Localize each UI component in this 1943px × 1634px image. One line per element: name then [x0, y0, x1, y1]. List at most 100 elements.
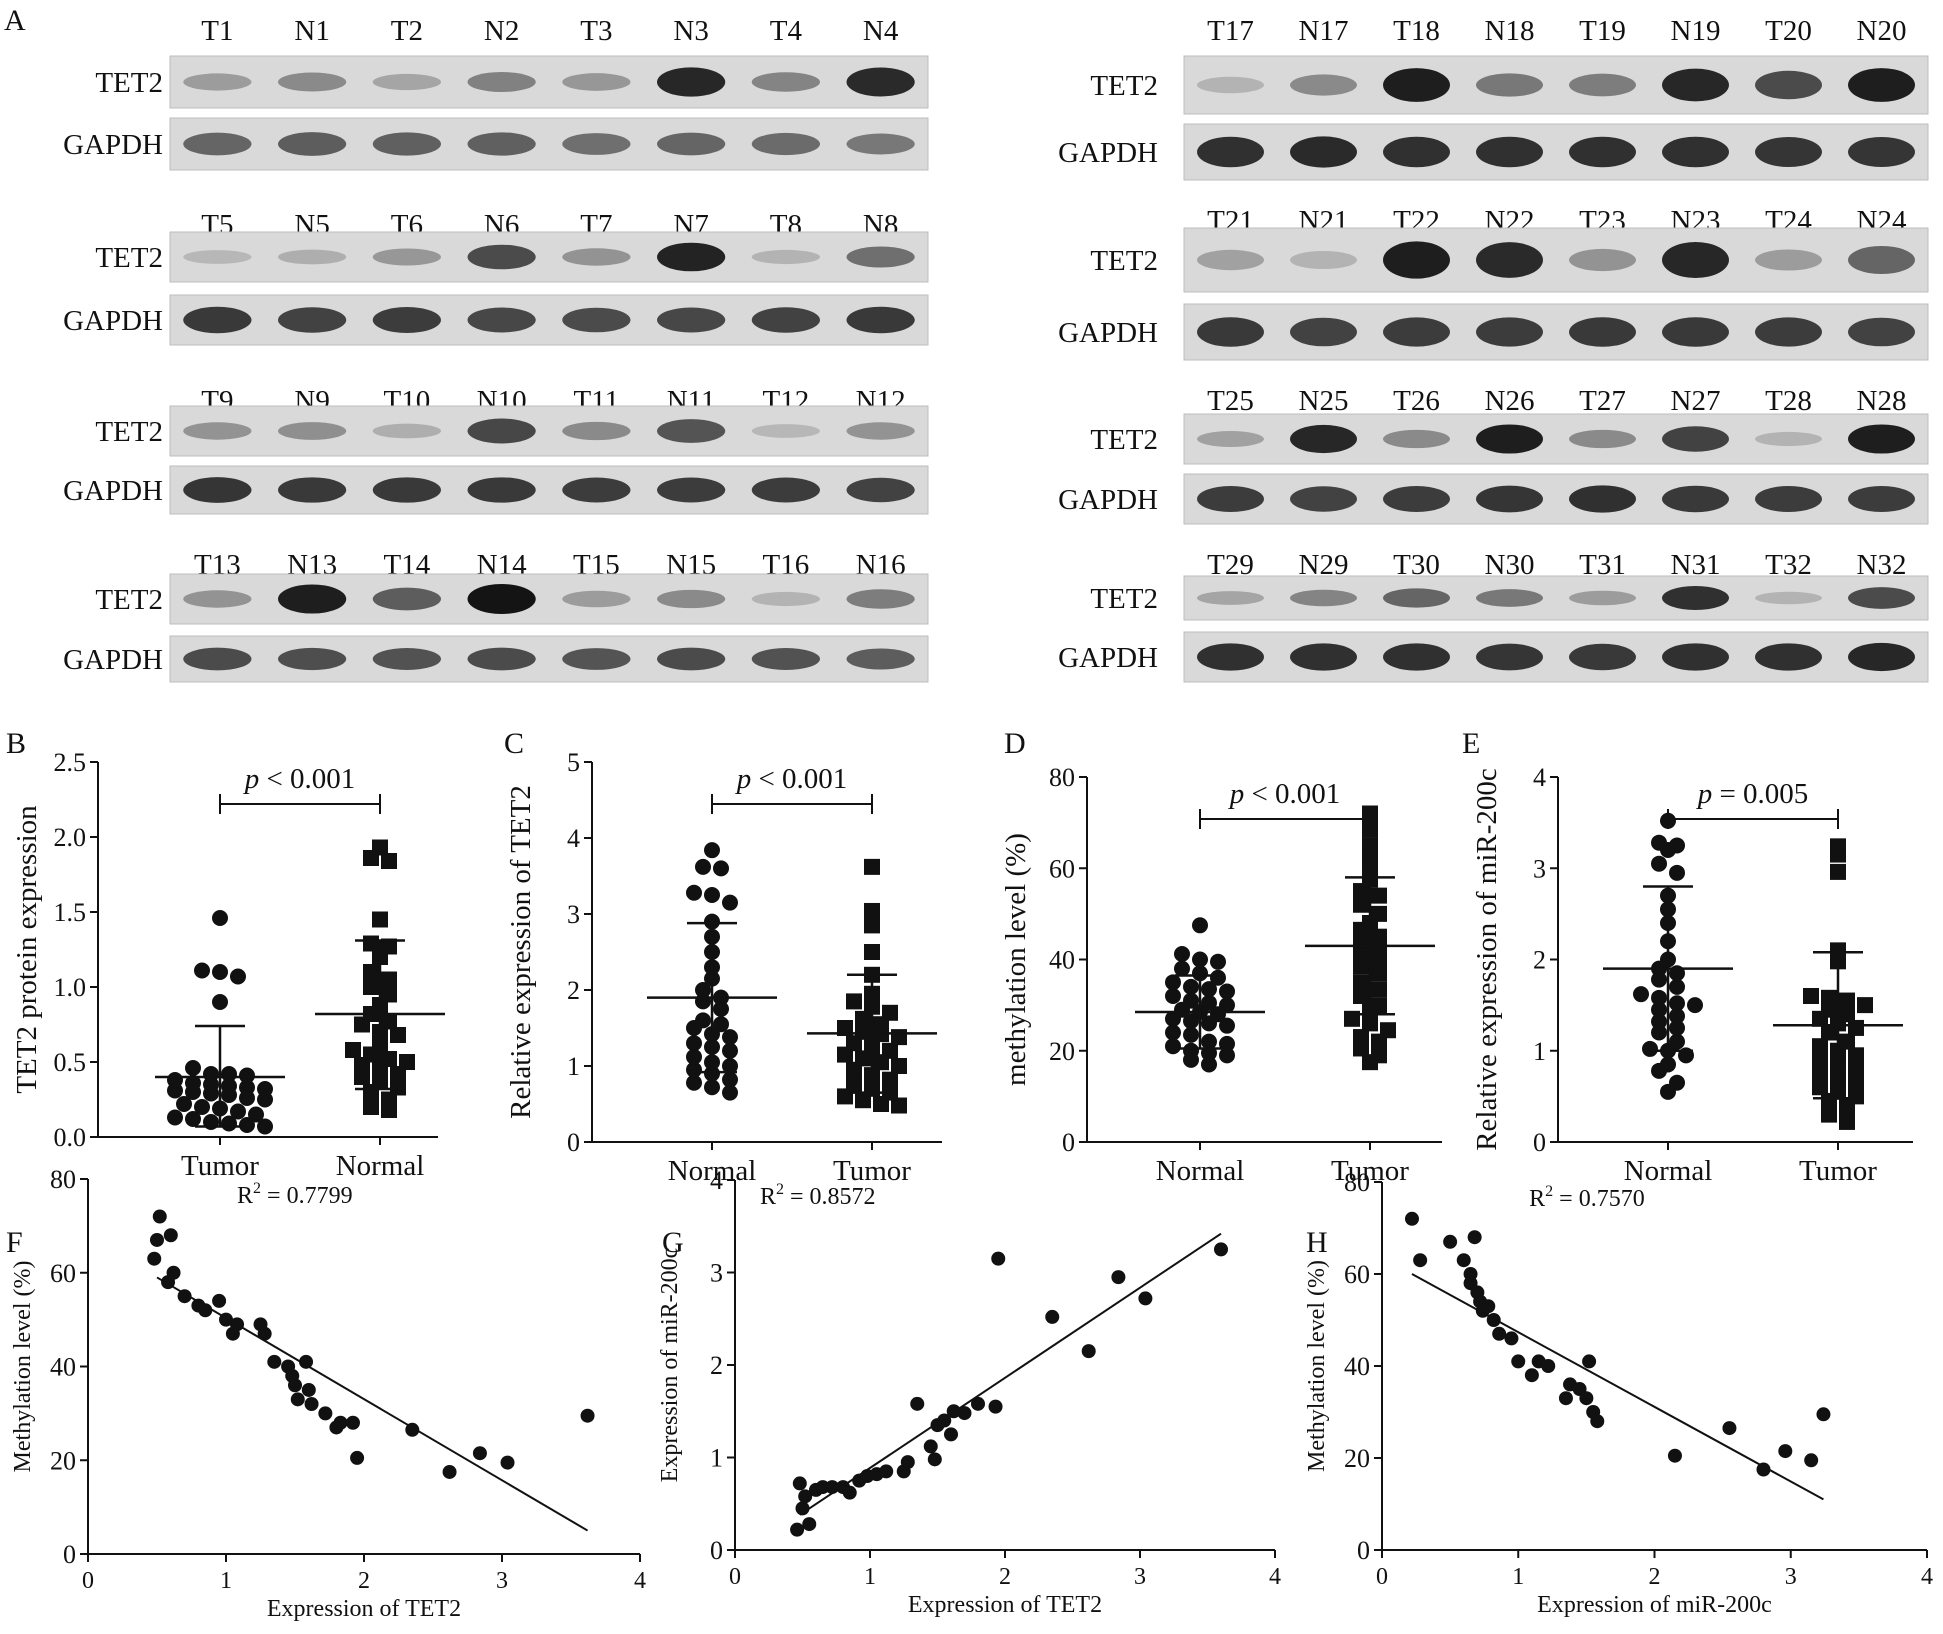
x-tick-label: 1	[1512, 1564, 1524, 1590]
data-point	[381, 1013, 397, 1030]
band-tet2	[1848, 587, 1915, 609]
y-tick-label: 40	[1049, 946, 1075, 975]
x-tick-label: 1	[864, 1564, 876, 1590]
band-gapdh	[1476, 136, 1543, 168]
x-tick-label: 1	[220, 1568, 232, 1594]
data-point	[1669, 1008, 1685, 1025]
band-tet2	[1197, 76, 1264, 94]
x-tick-label: 0	[1376, 1564, 1388, 1590]
panel-letter-a: A	[4, 4, 26, 37]
band-tet2	[1476, 589, 1543, 607]
y-tick-label: 80	[50, 1165, 76, 1194]
y-axis-label: Relative expression of TET2	[505, 785, 537, 1119]
band-gapdh	[1197, 643, 1264, 671]
band-tet2	[1383, 241, 1450, 279]
band-gapdh	[467, 307, 536, 333]
data-point	[194, 962, 210, 979]
data-point	[1467, 1230, 1482, 1245]
data-point	[882, 1071, 898, 1088]
data-point	[1669, 837, 1685, 854]
data-point	[1848, 1074, 1864, 1091]
panel-letter-b: B	[6, 727, 26, 760]
data-point	[390, 1027, 406, 1043]
band-gapdh	[751, 132, 820, 156]
data-point	[203, 1066, 219, 1082]
data-point	[1371, 997, 1387, 1014]
y-tick-label: 0.0	[54, 1123, 87, 1152]
band-tet2	[657, 419, 726, 443]
data-point	[1756, 1462, 1771, 1477]
p-symbol: p	[1696, 778, 1720, 810]
p-value-label: p < 0.001	[735, 763, 848, 795]
band-tet2	[183, 590, 252, 608]
protein-label-tet2: TET2	[95, 584, 163, 616]
data-point	[363, 1099, 379, 1115]
data-point	[1192, 965, 1208, 982]
blot-block-1: T1 N1 T2 N2 T3 N3 T4 N4 TET2 GAPDH	[63, 15, 929, 171]
r-squared-label: R2 = 0.8572	[760, 1181, 876, 1210]
data-point	[722, 1084, 738, 1101]
data-point	[350, 1450, 365, 1465]
data-point	[167, 1109, 183, 1126]
data-point	[882, 1004, 898, 1021]
data-point	[1214, 1242, 1228, 1257]
p-symbol: p	[1228, 778, 1252, 810]
data-point	[1463, 1267, 1478, 1281]
data-point	[363, 935, 379, 952]
data-point	[1404, 1211, 1419, 1226]
band-gapdh	[183, 477, 252, 503]
data-point	[798, 1489, 813, 1504]
lane-label: N1	[294, 15, 329, 47]
lane-label: N25	[1299, 385, 1349, 417]
data-point	[686, 1035, 702, 1052]
band-tet2	[1197, 431, 1264, 447]
band-tet2	[1662, 241, 1729, 279]
y-tick-label: 2	[567, 976, 580, 1005]
lane-label: N27	[1671, 385, 1721, 417]
data-point	[1192, 917, 1208, 934]
data-point	[1524, 1368, 1539, 1383]
data-point	[176, 1096, 192, 1112]
data-point	[1660, 1056, 1676, 1073]
band-gapdh	[1383, 485, 1450, 513]
data-point	[1219, 997, 1235, 1014]
data-point	[1174, 960, 1190, 977]
data-point	[944, 1427, 958, 1442]
p-value: = 0.005	[1719, 778, 1808, 810]
band-gapdh	[183, 306, 252, 334]
band-gapdh	[278, 647, 347, 671]
x-category-label: Tumor	[833, 1155, 911, 1187]
data-point	[1371, 887, 1387, 904]
r-squared-value: = 0.7799	[261, 1183, 353, 1209]
data-point	[1669, 1033, 1685, 1050]
y-tick-label: 2	[1533, 946, 1546, 975]
band-tet2	[467, 584, 536, 614]
data-point	[381, 986, 397, 1003]
data-point	[1111, 1270, 1126, 1285]
p-value-label: p = 0.005	[1696, 778, 1809, 810]
data-point	[1812, 1038, 1828, 1055]
data-point	[1651, 1024, 1667, 1041]
band-gapdh	[1848, 137, 1915, 167]
band-gapdh	[1476, 485, 1543, 513]
band-gapdh	[278, 132, 347, 156]
data-point	[363, 979, 379, 995]
band-tet2	[1383, 588, 1450, 608]
band-gapdh	[1755, 137, 1822, 167]
band-tet2	[1662, 68, 1729, 102]
band-tet2	[372, 423, 441, 439]
band-tet2	[1290, 589, 1357, 607]
data-point	[864, 858, 880, 875]
data-point	[686, 1048, 702, 1065]
panel-letter-d: D	[1004, 727, 1026, 760]
r-symbol: R	[760, 1184, 776, 1210]
y-tick-label: 3	[567, 900, 580, 929]
lane-label: T17	[1207, 15, 1254, 47]
protein-label-tet2: TET2	[95, 416, 163, 448]
data-point	[1821, 1106, 1837, 1123]
x-tick-label: 4	[1921, 1564, 1933, 1590]
data-point	[1839, 992, 1855, 1009]
data-point	[991, 1251, 1006, 1266]
data-point	[1353, 935, 1369, 952]
